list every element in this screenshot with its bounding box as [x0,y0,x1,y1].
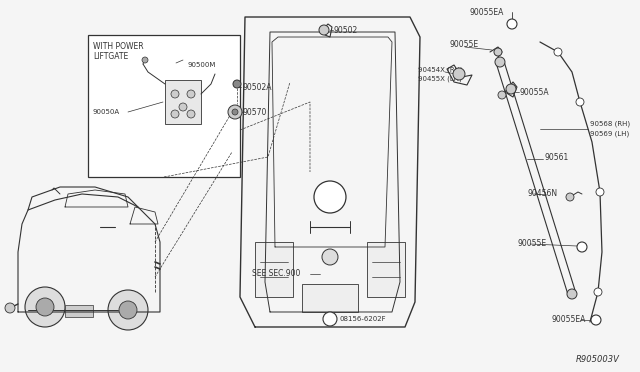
Text: R905003V: R905003V [576,356,620,365]
Text: 90055EA: 90055EA [552,315,586,324]
Circle shape [507,19,517,29]
Text: 90502: 90502 [334,26,358,35]
Text: 90050A: 90050A [93,109,120,115]
Bar [302,284,358,312]
Circle shape [322,249,338,265]
Circle shape [142,57,148,63]
Circle shape [233,80,241,88]
Text: 90055E: 90055E [450,39,479,48]
Text: 90454X (RH): 90454X (RH) [418,67,463,73]
Circle shape [36,298,54,316]
Circle shape [228,105,242,119]
Text: 08156-6202F: 08156-6202F [340,316,387,322]
Text: 90455X (LH): 90455X (LH) [418,76,461,82]
Circle shape [323,312,337,326]
Text: 90055E: 90055E [518,240,547,248]
Circle shape [591,315,601,325]
Circle shape [171,110,179,118]
Circle shape [567,289,577,299]
Circle shape [494,48,502,56]
Text: 90502A: 90502A [243,83,273,92]
Circle shape [119,301,137,319]
Text: 90570: 90570 [243,108,268,116]
Text: 90500M: 90500M [188,62,216,68]
Bar [88,35,240,177]
Circle shape [596,188,604,196]
Circle shape [495,57,505,67]
Text: LIFTGATE: LIFTGATE [93,52,128,61]
Text: 90561: 90561 [545,153,569,161]
Circle shape [187,90,195,98]
Circle shape [577,242,587,252]
Circle shape [179,103,187,111]
Circle shape [5,303,15,313]
Text: 90568 (RH): 90568 (RH) [590,121,630,127]
Text: WITH POWER: WITH POWER [93,42,143,51]
Bar [165,80,201,124]
Circle shape [506,84,516,94]
Circle shape [232,109,238,115]
Bar [367,242,405,297]
Bar [255,242,293,297]
Circle shape [187,110,195,118]
Circle shape [498,91,506,99]
Circle shape [25,287,65,327]
Text: SEE SEC.900: SEE SEC.900 [252,269,300,279]
Circle shape [171,90,179,98]
Circle shape [566,193,574,201]
Text: 90055EA: 90055EA [470,7,504,16]
Circle shape [576,98,584,106]
Circle shape [594,288,602,296]
Circle shape [108,290,148,330]
Circle shape [314,181,346,213]
Circle shape [319,25,329,35]
Bar [65,305,93,317]
Text: 90055A: 90055A [520,87,550,96]
Circle shape [453,68,465,80]
Text: 90456N: 90456N [528,189,558,199]
Circle shape [554,48,562,56]
Text: 90569 (LH): 90569 (LH) [590,131,629,137]
